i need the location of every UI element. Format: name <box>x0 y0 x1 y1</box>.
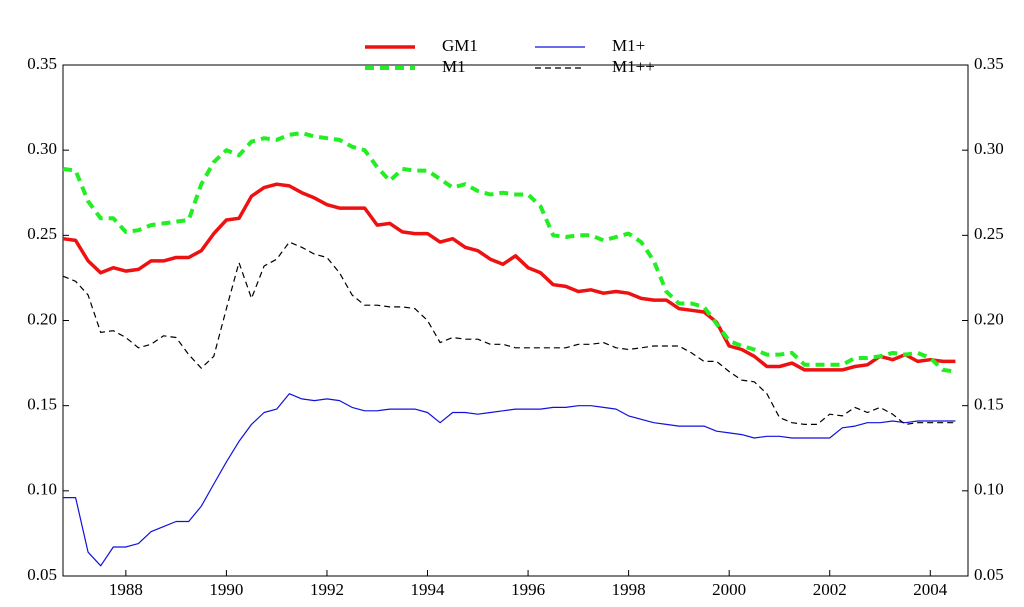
x-tick-label: 1996 <box>511 580 545 599</box>
y-tick-label: 0.25 <box>27 224 57 243</box>
y2-tick-label: 0.25 <box>974 224 1004 243</box>
series-line <box>62 241 956 425</box>
y-tick-label: 0.20 <box>27 309 57 328</box>
y2-tick-label: 0.30 <box>974 139 1004 158</box>
x-tick-label: 2002 <box>813 580 847 599</box>
legend-label: M1 <box>442 57 466 76</box>
y-tick-label: 0.30 <box>27 139 57 158</box>
y2-tick-label: 0.35 <box>974 54 1004 73</box>
series-line <box>62 182 956 372</box>
x-tick-label: 1998 <box>612 580 646 599</box>
y-tick-label: 0.05 <box>27 565 57 584</box>
plot-frame <box>62 64 969 577</box>
y-tick-label: 0.10 <box>27 480 57 499</box>
y-tick-label: 0.15 <box>27 395 57 414</box>
legend-label: GM1 <box>442 36 478 55</box>
y2-tick-label: 0.05 <box>974 565 1004 584</box>
x-tick-label: 1994 <box>411 580 446 599</box>
series-line <box>63 393 956 567</box>
x-tick-label: 2000 <box>712 580 746 599</box>
legend-label: M1++ <box>612 57 655 76</box>
y2-tick-label: 0.20 <box>974 309 1004 328</box>
series-line <box>62 131 956 374</box>
x-tick-label: 2004 <box>913 580 948 599</box>
x-tick-label: 1992 <box>310 580 344 599</box>
y2-tick-label: 0.15 <box>974 395 1004 414</box>
y2-tick-label: 0.10 <box>974 480 1004 499</box>
y-tick-label: 0.35 <box>27 54 57 73</box>
x-tick-label: 1988 <box>109 580 143 599</box>
x-tick-label: 1990 <box>209 580 243 599</box>
legend-label: M1+ <box>612 36 645 55</box>
